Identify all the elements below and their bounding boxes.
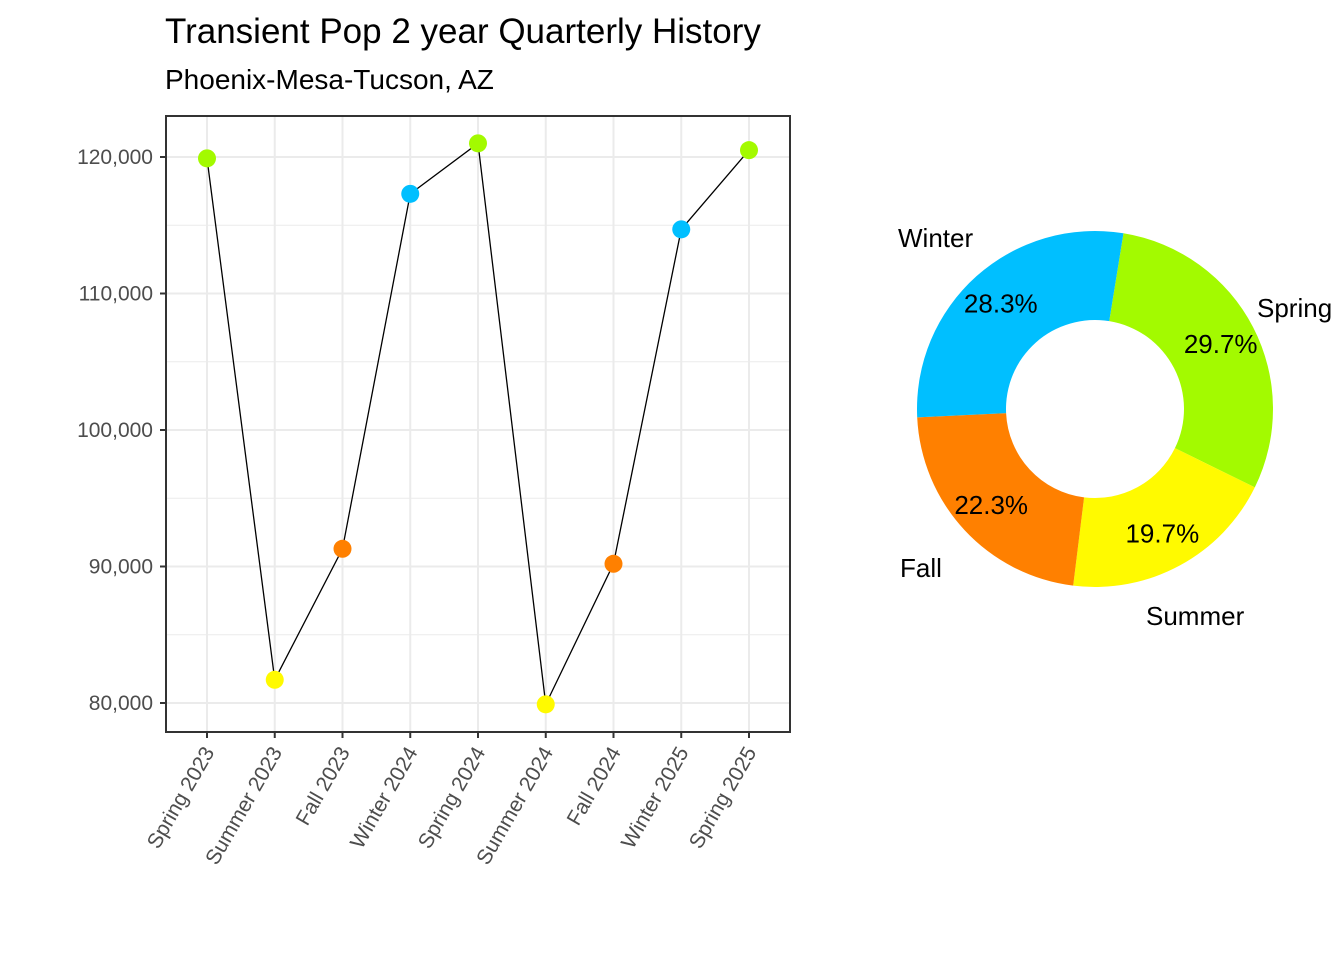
slice-category-label: Winter	[898, 223, 973, 253]
x-tick-label: Spring 2025	[685, 743, 762, 853]
donut-slice-spring	[1109, 233, 1273, 488]
x-tick-label: Winter 2024	[346, 743, 423, 853]
line-chart: 80,000 90,000 100,000 110,000 120,000 Spring…	[77, 115, 791, 869]
slice-percent-label: 19.7%	[1125, 518, 1199, 548]
x-tick-label: Fall 2023	[292, 743, 355, 829]
y-axis: 80,000 90,000 100,000 110,000 120,000	[77, 146, 166, 715]
y-tick-label: 90,000	[89, 556, 153, 579]
data-point-spring-2024	[469, 134, 487, 153]
data-point-summer-2023	[265, 670, 284, 689]
y-tick-label: 80,000	[89, 692, 153, 715]
data-point-fall-2024	[604, 554, 623, 573]
chart-subtitle: Phoenix-Mesa-Tucson, AZ	[165, 64, 494, 95]
x-tick-label: Spring 2024	[414, 743, 491, 853]
slice-percent-label: 28.3%	[964, 288, 1038, 318]
x-tick-label: Fall 2024	[563, 743, 626, 830]
donut-slice-fall	[917, 413, 1085, 586]
y-tick-label: 110,000	[79, 283, 153, 306]
series-points	[198, 134, 758, 714]
slice-percent-label: 29.7%	[1184, 329, 1258, 359]
slice-category-label: Summer	[1146, 601, 1245, 631]
donut-slice-winter	[917, 230, 1124, 418]
y-tick-label: 100,000	[77, 419, 153, 442]
data-point-winter-2025	[672, 220, 691, 239]
data-point-summer-2024	[536, 695, 555, 714]
donut-chart: 29.7% Spring 19.7% Summer 22.3% Fall 28.3% Wint…	[898, 223, 1332, 631]
slice-category-label: Fall	[900, 553, 942, 583]
y-tick-label: 120,000	[77, 146, 153, 169]
x-tick-label: Winter 2025	[617, 743, 694, 853]
data-point-winter-2024	[401, 184, 420, 203]
major-gridlines	[166, 116, 790, 732]
donut-slice-summer	[1073, 448, 1255, 587]
data-point-fall-2023	[333, 539, 352, 558]
data-point-spring-2023	[198, 149, 216, 168]
slice-percent-label: 22.3%	[954, 490, 1028, 520]
x-tick-label: Spring 2023	[143, 743, 220, 853]
data-point-spring-2025	[740, 141, 758, 160]
slice-category-label: Spring	[1257, 293, 1332, 323]
chart-title: Transient Pop 2 year Quarterly History	[165, 12, 761, 51]
